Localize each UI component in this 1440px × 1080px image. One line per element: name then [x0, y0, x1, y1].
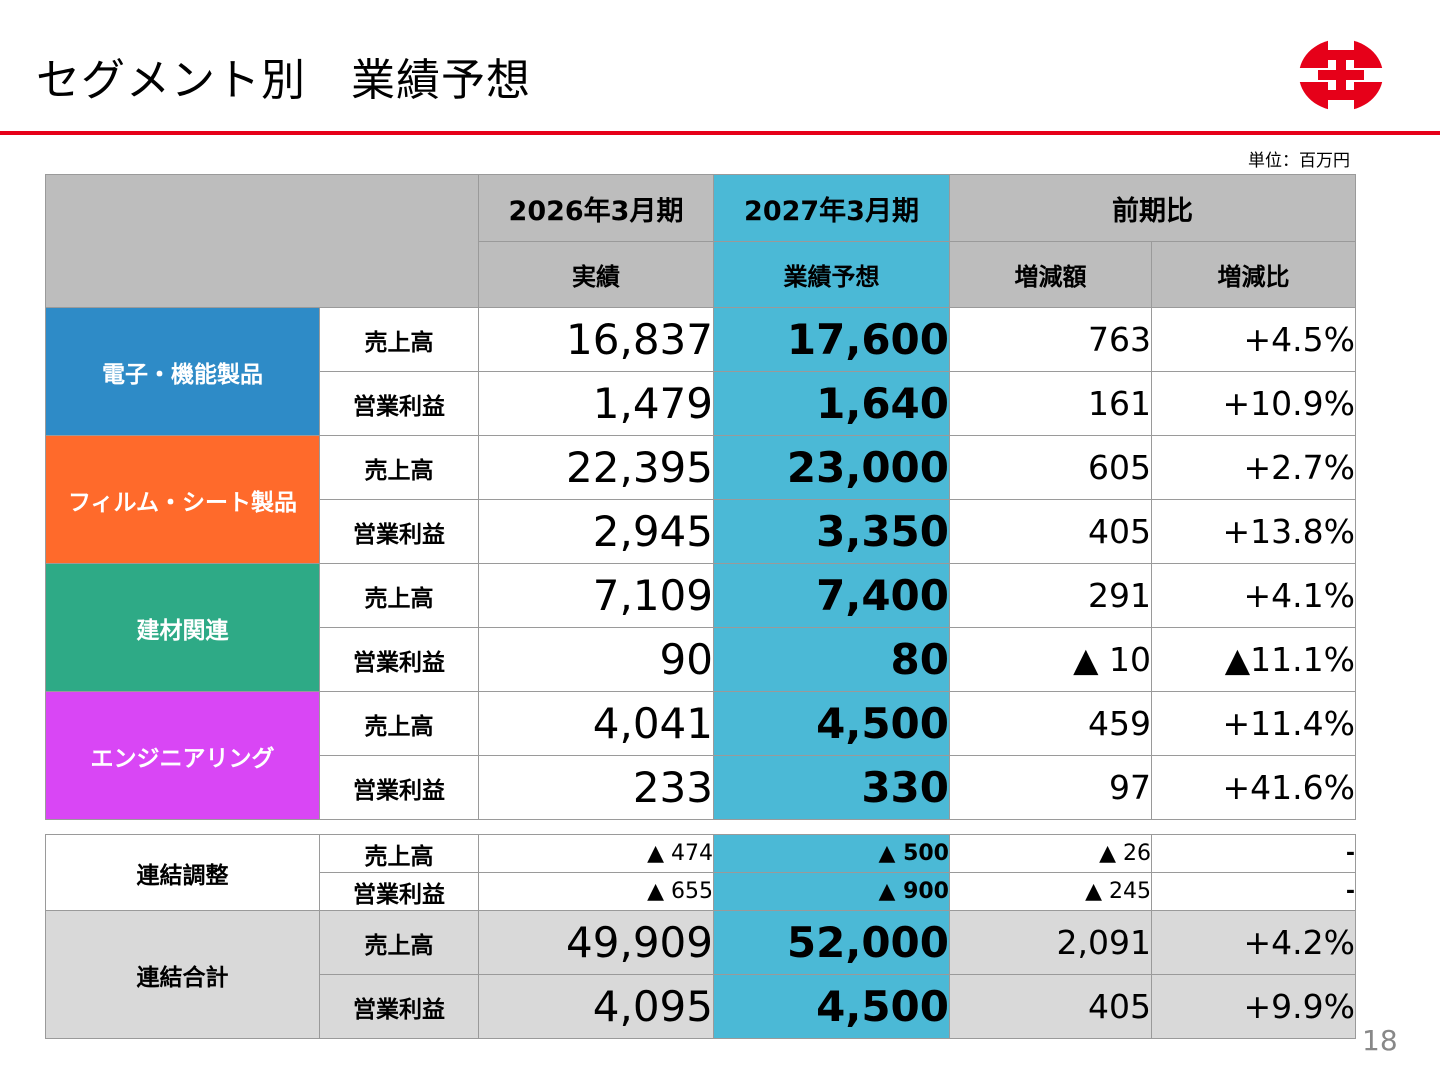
- metric-label: 営業利益: [319, 627, 479, 692]
- metric-label: 営業利益: [319, 755, 479, 820]
- header-yoy: 前期比: [949, 174, 1356, 242]
- diff-value: ▲ 10: [949, 627, 1152, 692]
- diff-value: 459: [949, 691, 1152, 756]
- forecast-value: 17,600: [713, 307, 950, 372]
- forecast-value: 7,400: [713, 563, 950, 628]
- ratio-value: +9.9%: [1151, 974, 1356, 1039]
- ratio-value: +13.8%: [1151, 499, 1356, 564]
- actual-value: 16,837: [478, 307, 714, 372]
- consolidated-table: 連結調整 売上高 ▲ 474 ▲ 500 ▲ 26 - 営業利益 ▲ 655 ▲…: [45, 834, 1356, 1039]
- actual-value: 4,095: [478, 974, 714, 1039]
- page-number: 18: [1362, 1024, 1398, 1057]
- ratio-value: +41.6%: [1151, 755, 1356, 820]
- forecast-value: 80: [713, 627, 950, 692]
- metric-label: 売上高: [319, 563, 479, 628]
- metric-label: 営業利益: [319, 499, 479, 564]
- ratio-value: ▲11.1%: [1151, 627, 1356, 692]
- diff-value: 161: [949, 371, 1152, 436]
- page-title: セグメント別 業績予想: [36, 55, 531, 106]
- ratio-value: +4.5%: [1151, 307, 1356, 372]
- forecast-value: 1,640: [713, 371, 950, 436]
- segment-name: 電子・機能製品: [45, 307, 320, 436]
- diff-value: 97: [949, 755, 1152, 820]
- actual-value: 49,909: [478, 910, 714, 975]
- metric-label: 売上高: [319, 834, 479, 873]
- metric-label: 売上高: [319, 435, 479, 500]
- ratio-value: -: [1151, 834, 1356, 873]
- diff-value: 405: [949, 499, 1152, 564]
- ratio-value: +11.4%: [1151, 691, 1356, 756]
- diff-value: 2,091: [949, 910, 1152, 975]
- ratio-value: +4.2%: [1151, 910, 1356, 975]
- total-name: 連結合計: [45, 910, 320, 1039]
- actual-value: 1,479: [478, 371, 714, 436]
- diff-value: ▲ 26: [949, 834, 1152, 873]
- diff-value: 291: [949, 563, 1152, 628]
- segment-forecast-table: 2026年3月期 2027年3月期 前期比 実績 業績予想 増減額 増減比 電子…: [45, 174, 1356, 820]
- forecast-value: ▲ 900: [713, 872, 950, 911]
- header-rule: [0, 131, 1440, 135]
- diff-value: 405: [949, 974, 1152, 1039]
- metric-label: 営業利益: [319, 371, 479, 436]
- metric-label: 売上高: [319, 910, 479, 975]
- header-forecast: 業績予想: [713, 241, 950, 308]
- header-actual: 実績: [478, 241, 714, 308]
- ratio-value: +10.9%: [1151, 371, 1356, 436]
- actual-value: 4,041: [478, 691, 714, 756]
- forecast-value: 330: [713, 755, 950, 820]
- forecast-value: 52,000: [713, 910, 950, 975]
- metric-label: 売上高: [319, 307, 479, 372]
- metric-label: 営業利益: [319, 974, 479, 1039]
- diff-value: ▲ 245: [949, 872, 1152, 911]
- adjustment-name: 連結調整: [45, 834, 320, 911]
- segment-name: エンジニアリング: [45, 691, 320, 820]
- header-fy2026: 2026年3月期: [478, 174, 714, 242]
- forecast-value: 4,500: [713, 974, 950, 1039]
- header-diff: 増減額: [949, 241, 1152, 308]
- diff-value: 605: [949, 435, 1152, 500]
- segment-name: 建材関連: [45, 563, 320, 692]
- actual-value: ▲ 655: [478, 872, 714, 911]
- metric-label: 営業利益: [319, 872, 479, 911]
- header-ratio: 増減比: [1151, 241, 1356, 308]
- actual-value: 233: [478, 755, 714, 820]
- forecast-value: 3,350: [713, 499, 950, 564]
- forecast-value: ▲ 500: [713, 834, 950, 873]
- company-logo-icon: [1298, 38, 1384, 112]
- actual-value: 2,945: [478, 499, 714, 564]
- ratio-value: -: [1151, 872, 1356, 911]
- actual-value: 22,395: [478, 435, 714, 500]
- forecast-value: 4,500: [713, 691, 950, 756]
- header-blank: [45, 174, 479, 308]
- diff-value: 763: [949, 307, 1152, 372]
- ratio-value: +2.7%: [1151, 435, 1356, 500]
- metric-label: 売上高: [319, 691, 479, 756]
- header-fy2027: 2027年3月期: [713, 174, 950, 242]
- segment-name: フィルム・シート製品: [45, 435, 320, 564]
- ratio-value: +4.1%: [1151, 563, 1356, 628]
- forecast-value: 23,000: [713, 435, 950, 500]
- actual-value: 7,109: [478, 563, 714, 628]
- unit-label: 単位：百万円: [1248, 151, 1350, 171]
- actual-value: 90: [478, 627, 714, 692]
- actual-value: ▲ 474: [478, 834, 714, 873]
